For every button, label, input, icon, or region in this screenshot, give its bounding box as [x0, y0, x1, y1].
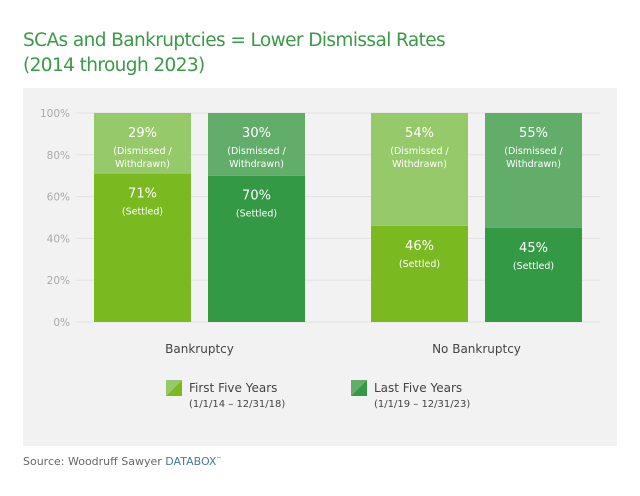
- data-sublabel-dismissed: (Dismissed /: [390, 146, 449, 157]
- chart-title: SCAs and Bankruptcies = Lower Dismissal …: [23, 28, 446, 78]
- y-tick-label: 20%: [47, 275, 70, 287]
- data-sublabel-dismissed: Withdrawn): [115, 159, 170, 170]
- data-sublabel-dismissed: (Dismissed /: [504, 146, 563, 157]
- data-label-settled: 71%: [128, 187, 157, 202]
- bar-dismissed: [208, 113, 305, 176]
- bar-dismissed: [485, 113, 582, 228]
- data-sublabel-dismissed: (Dismissed /: [227, 146, 286, 157]
- legend-swatch-dark: [166, 380, 182, 396]
- y-tick-label: 0%: [53, 317, 70, 329]
- data-sublabel-dismissed: Withdrawn): [229, 159, 284, 170]
- legend-sublabel: (1/1/14 – 12/31/18): [189, 399, 285, 410]
- source-note: Source: Woodruff Sawyer DATABOX™: [23, 455, 221, 468]
- data-label-dismissed: 30%: [242, 126, 271, 141]
- data-sublabel-settled: (Settled): [399, 259, 440, 270]
- y-tick-label: 80%: [47, 150, 70, 162]
- x-category-label: Bankruptcy: [165, 342, 234, 356]
- source-text: Source: Woodruff Sawyer: [23, 455, 166, 468]
- y-tick-label: 60%: [47, 192, 70, 204]
- bar-settled: [485, 227, 582, 322]
- legend-label: Last Five Years: [374, 381, 462, 395]
- legend-label: First Five Years: [189, 381, 277, 395]
- data-label-settled: 70%: [242, 189, 271, 204]
- data-label-dismissed: 54%: [405, 126, 434, 141]
- legend-swatch-dark: [351, 380, 367, 396]
- data-sublabel-dismissed: Withdrawn): [392, 159, 447, 170]
- data-sublabel-dismissed: (Dismissed /: [113, 146, 172, 157]
- y-tick-label: 100%: [40, 108, 70, 120]
- title-line-1: SCAs and Bankruptcies = Lower Dismissal …: [23, 30, 446, 51]
- data-sublabel-settled: (Settled): [513, 261, 554, 272]
- data-sublabel-settled: (Settled): [236, 209, 277, 220]
- data-sublabel-settled: (Settled): [122, 207, 163, 218]
- bar-settled: [208, 175, 305, 322]
- x-category-label: No Bankruptcy: [432, 342, 521, 356]
- source-brand: DATABOX: [165, 455, 217, 468]
- bar-settled: [94, 173, 191, 322]
- bar-settled: [371, 225, 468, 322]
- data-label-dismissed: 55%: [519, 126, 548, 141]
- source-trademark: ™: [216, 456, 222, 463]
- data-sublabel-dismissed: Withdrawn): [506, 159, 561, 170]
- y-tick-label: 40%: [47, 233, 70, 245]
- bar-dismissed: [94, 113, 191, 174]
- data-label-settled: 45%: [519, 241, 548, 256]
- title-line-2: (2014 through 2023): [23, 55, 205, 76]
- legend-sublabel: (1/1/19 – 12/31/23): [374, 399, 470, 410]
- bar-dismissed: [371, 113, 468, 226]
- data-label-dismissed: 29%: [128, 126, 157, 141]
- data-label-settled: 46%: [405, 239, 434, 254]
